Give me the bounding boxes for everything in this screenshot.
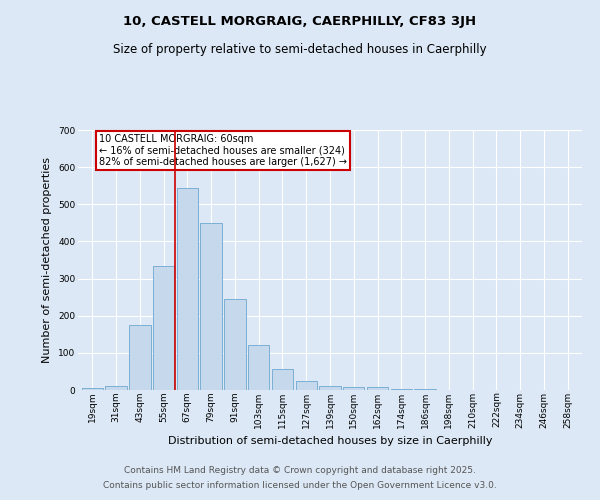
Text: 10, CASTELL MORGRAIG, CAERPHILLY, CF83 3JH: 10, CASTELL MORGRAIG, CAERPHILLY, CF83 3… [124,15,476,28]
Bar [176,188,198,390]
Bar [106,386,127,390]
X-axis label: Distribution of semi-detached houses by size in Caerphilly: Distribution of semi-detached houses by … [168,436,492,446]
Bar [200,223,222,390]
Text: Contains HM Land Registry data © Crown copyright and database right 2025.: Contains HM Land Registry data © Crown c… [124,466,476,475]
Bar [153,266,174,390]
Text: 10 CASTELL MORGRAIG: 60sqm
← 16% of semi-detached houses are smaller (324)
82% o: 10 CASTELL MORGRAIG: 60sqm ← 16% of semi… [100,134,347,167]
Bar [129,325,151,390]
Text: Contains public sector information licensed under the Open Government Licence v3: Contains public sector information licen… [103,481,497,490]
Bar [367,388,388,390]
Bar [224,299,245,390]
Bar [296,380,317,390]
Y-axis label: Number of semi-detached properties: Number of semi-detached properties [43,157,52,363]
Bar [272,369,293,390]
Text: Size of property relative to semi-detached houses in Caerphilly: Size of property relative to semi-detach… [113,42,487,56]
Bar [391,389,412,390]
Bar [248,346,269,390]
Bar [82,388,103,390]
Bar [319,386,341,390]
Bar [343,387,364,390]
